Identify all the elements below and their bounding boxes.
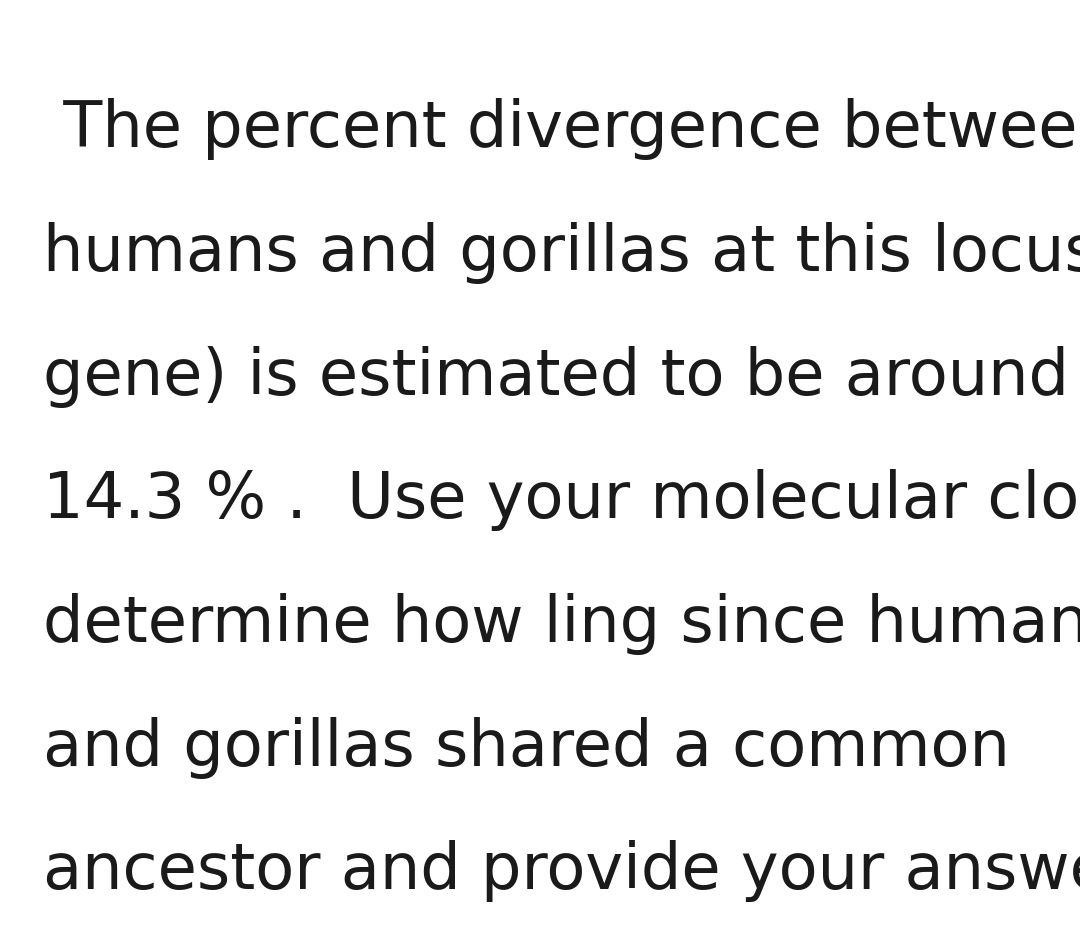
Text: and gorillas shared a common: and gorillas shared a common [43,716,1010,778]
Text: humans and gorillas at this locus (: humans and gorillas at this locus ( [43,222,1080,284]
Text: The percent divergence between: The percent divergence between [43,98,1080,160]
Text: gene) is estimated to be around: gene) is estimated to be around [43,345,1069,407]
Text: determine how ling since humans: determine how ling since humans [43,592,1080,654]
Text: ancestor and provide your answer.: ancestor and provide your answer. [43,840,1080,901]
Text: 14.3 % .  Use your molecular clock to: 14.3 % . Use your molecular clock to [43,469,1080,531]
